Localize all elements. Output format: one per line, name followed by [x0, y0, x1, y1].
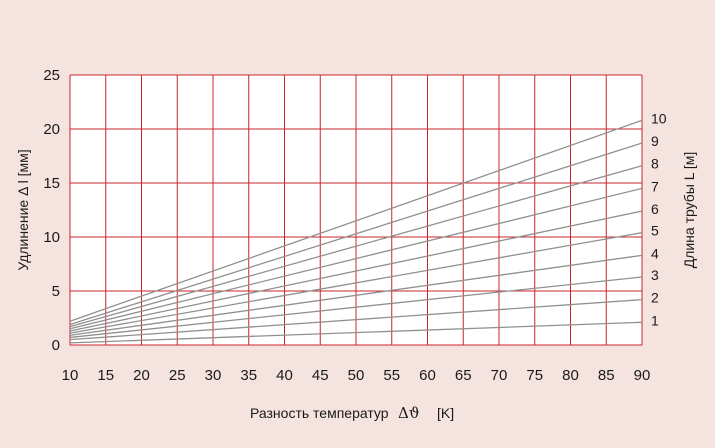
y-tick-label: 0 — [52, 337, 60, 354]
series-line-3 — [69, 276, 643, 339]
series-label-3: 3 — [651, 267, 659, 283]
x-tick-label: 55 — [383, 367, 400, 384]
x-tick-label: 85 — [598, 367, 615, 384]
series-line-7 — [69, 187, 643, 330]
series-label-5: 5 — [651, 223, 659, 239]
series-line-9 — [69, 142, 643, 326]
series-label-10: 10 — [651, 110, 667, 126]
x-tick-label: 40 — [276, 367, 293, 384]
y-tick-label: 5 — [52, 283, 60, 300]
horizontal-gridlines — [70, 74, 642, 346]
x-tick-label: 20 — [133, 367, 150, 384]
y-tick-labels: 0 5 10 15 20 25 — [43, 67, 60, 354]
series-label-9: 9 — [651, 133, 659, 149]
x-tick-labels: 10 15 20 25 30 35 40 45 50 55 60 65 70 75 80 85 90 — [62, 367, 651, 384]
x-tick-label: 75 — [526, 367, 543, 384]
series-label-2: 2 — [651, 290, 659, 306]
series-line-2 — [69, 298, 643, 341]
series-label-6: 6 — [651, 201, 659, 217]
x-tick-label: 45 — [312, 367, 329, 384]
series-line-6 — [69, 210, 643, 332]
series-name-labels: 1 2 3 4 5 6 7 8 9 10 — [651, 110, 667, 328]
x-tick-label: 25 — [169, 367, 186, 384]
x-axis-unit: [K] — [437, 405, 454, 421]
x-tick-label: 60 — [419, 367, 436, 384]
x-tick-label: 80 — [562, 367, 579, 384]
y-tick-label: 20 — [43, 121, 60, 138]
x-tick-label: 35 — [240, 367, 257, 384]
x-tick-label: 10 — [62, 367, 79, 384]
series-line-1 — [69, 321, 643, 344]
x-axis-symbol: Δϑ — [398, 404, 420, 422]
series-label-7: 7 — [651, 178, 659, 194]
x-tick-label: 65 — [455, 367, 472, 384]
x-tick-label: 15 — [97, 367, 114, 384]
series-label-4: 4 — [651, 245, 659, 261]
x-tick-label: 50 — [348, 367, 365, 384]
x-tick-label: 30 — [205, 367, 222, 384]
y-tick-label: 15 — [43, 175, 60, 192]
x-axis-label: Разность температур — [250, 405, 389, 421]
series-line-5 — [69, 232, 643, 334]
x-tick-label: 90 — [634, 367, 651, 384]
y-axis-label: Удлинение Δ l [мм] — [15, 149, 31, 270]
series-label-8: 8 — [651, 156, 659, 172]
x-tick-label: 70 — [491, 367, 508, 384]
y-tick-label: 25 — [43, 67, 60, 84]
y-tick-label: 10 — [43, 229, 60, 246]
series-line-8 — [69, 165, 643, 328]
series-label-1: 1 — [651, 312, 659, 328]
y2-axis-label: Длина трубы L [м] — [681, 152, 697, 269]
series-line-10 — [69, 119, 643, 322]
series-lines — [69, 119, 643, 344]
series-line-4 — [69, 254, 643, 336]
